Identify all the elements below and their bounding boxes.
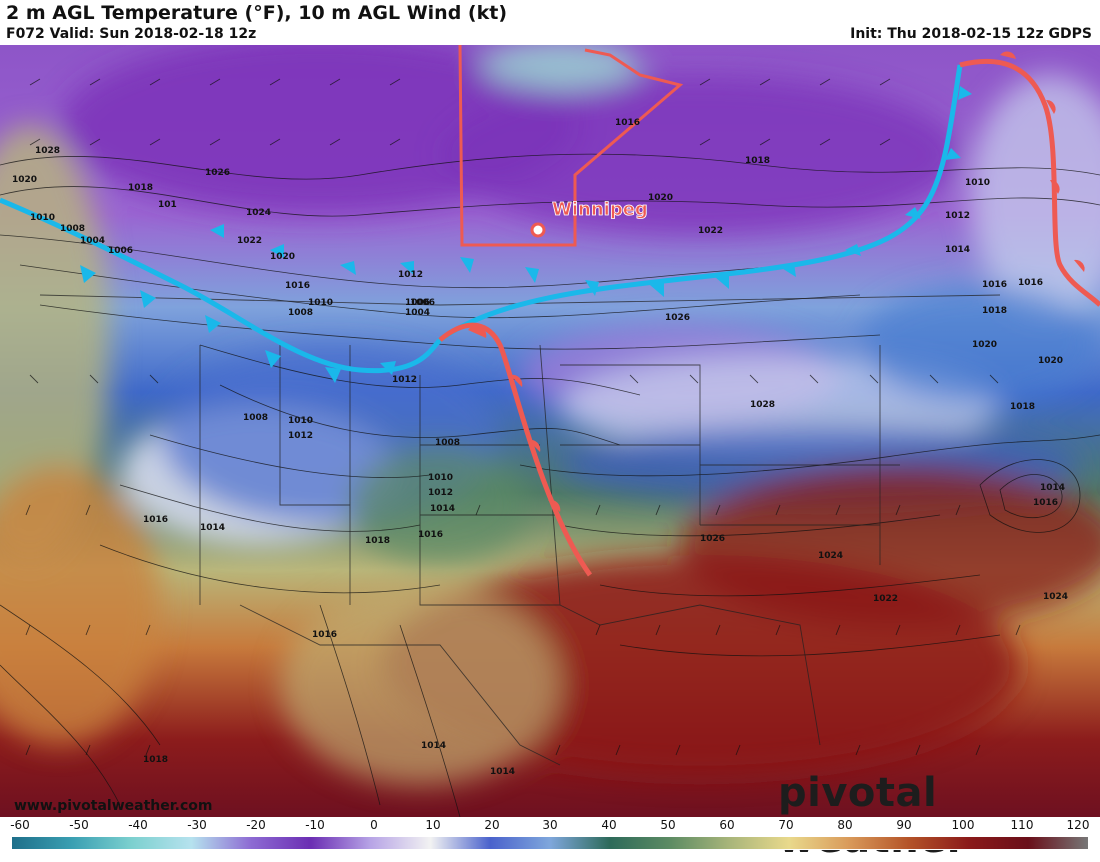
colorbar-tick: -20 [246, 818, 266, 832]
isobar-labels: 1028 1020 1010 1008 1004 1006 1018 101 1… [12, 118, 1068, 777]
isobar-label: 1012 [428, 488, 453, 498]
colorbar-tick: 30 [542, 818, 558, 832]
winnipeg-marker [530, 222, 546, 238]
isobar-label: 1014 [430, 504, 455, 514]
isobar-label: 1010 [965, 178, 990, 188]
warm-front-east [959, 51, 1100, 307]
isobar-label: 1008 [60, 224, 85, 234]
colorbar-ticks: -60 -50 -40 -30 -20 -10 0 10 20 30 40 50… [0, 817, 1100, 833]
isobar-label: 1012 [288, 431, 313, 441]
isobar-label: 1024 [818, 551, 843, 561]
colorbar-tick: 110 [1010, 818, 1034, 832]
winnipeg-label: Winnipeg [552, 199, 648, 220]
wind-barbs [25, 78, 1021, 756]
isobar-label: 1008 [435, 438, 460, 448]
isobar-label: 1020 [648, 193, 673, 203]
colorbar-tick: -10 [305, 818, 325, 832]
isobar-label: 1010 [308, 298, 333, 308]
colorbar-tick: 0 [370, 818, 378, 832]
colorbar-tick: 120 [1066, 818, 1090, 832]
isobar-label: 1016 [982, 280, 1007, 290]
isobar-label: 1004 [405, 308, 430, 318]
isobar-label: 1014 [945, 245, 970, 255]
colorbar-tick: 90 [896, 818, 912, 832]
isobar-label: 1006 [410, 298, 435, 308]
colorbar-tick: -60 [10, 818, 30, 832]
isobar-label: 1018 [745, 156, 770, 166]
isobar-label: 1026 [700, 534, 725, 544]
isobar-label: 1006 [108, 246, 133, 256]
cold-front [0, 64, 972, 383]
colorbar-tick: -40 [128, 818, 148, 832]
colorbar-tick: 70 [778, 818, 794, 832]
isobar-label: 1014 [1040, 483, 1065, 493]
isobar-label: 1010 [30, 213, 55, 223]
isobar-label: 1022 [698, 226, 723, 236]
isobar-label: 1016 [285, 281, 310, 291]
colorbar-tick: 50 [660, 818, 676, 832]
isobar-label: 1018 [128, 183, 153, 193]
isobar-label: 1016 [1018, 278, 1043, 288]
isobar-label: 1010 [428, 473, 453, 483]
isobar-label: 1018 [365, 536, 390, 546]
isobar-label: 1022 [873, 594, 898, 604]
isobar-label: 1016 [143, 515, 168, 525]
isobar-label: 1008 [243, 413, 268, 423]
isobar-label: 1026 [205, 168, 230, 178]
political-borders [39, 294, 1001, 766]
website-watermark: www.pivotalweather.com [14, 798, 213, 814]
map-title: 2 m AGL Temperature (°F), 10 m AGL Wind … [6, 2, 508, 24]
colorbar-tick: 20 [484, 818, 500, 832]
isobar-label: 1020 [12, 175, 37, 185]
isobar-label: 1024 [246, 208, 271, 218]
isobar-label: 1028 [35, 146, 60, 156]
isobar-label: 1018 [982, 306, 1007, 316]
colorbar-tick: -30 [187, 818, 207, 832]
isobar-label: 1012 [945, 211, 970, 221]
valid-time: F072 Valid: Sun 2018-02-18 12z [6, 26, 257, 42]
isobar-label: 1004 [80, 236, 105, 246]
colorbar-tick: 60 [719, 818, 735, 832]
colorbar-tick: 40 [601, 818, 617, 832]
isobar-label: 1016 [418, 530, 443, 540]
isobar-label: 1010 [288, 416, 313, 426]
isobar-label: 1020 [1038, 356, 1063, 366]
isobar-label: 1008 [288, 308, 313, 318]
isobar-label: 1016 [1033, 498, 1058, 508]
temperature-patches [0, 45, 1100, 785]
colorbar-tick: 80 [837, 818, 853, 832]
isobar-label: 1022 [237, 236, 262, 246]
isobar-label: 1028 [750, 400, 775, 410]
chart-header: 2 m AGL Temperature (°F), 10 m AGL Wind … [0, 0, 1100, 45]
weather-map: Winnipeg 1028 1020 1010 1008 1004 1006 1… [0, 45, 1100, 817]
isobar-label: 1020 [270, 252, 295, 262]
isobar-label: 1014 [421, 741, 446, 751]
colorbar-tick: 100 [951, 818, 975, 832]
isobar-label: 1014 [200, 523, 225, 533]
temperature-colorbar: -60 -50 -40 -30 -20 -10 0 10 20 30 40 50… [0, 817, 1100, 850]
isobar-label: 1012 [392, 375, 417, 385]
isobar-label: 1012 [398, 270, 423, 280]
init-time: Init: Thu 2018-02-15 12z GDPS [850, 26, 1092, 42]
isobar-label: 1016 [312, 630, 337, 640]
isobar-label: 1006 [405, 298, 430, 308]
isobar-label: 1018 [1010, 402, 1035, 412]
colorbar-tick: 10 [425, 818, 441, 832]
colorbar-gradient [12, 837, 1088, 849]
isobar-label: 1018 [143, 755, 168, 765]
colorbar-tick: -50 [69, 818, 89, 832]
warm-front-plains [438, 322, 593, 577]
isobar-label: 1014 [490, 767, 515, 777]
isobar-label: 1016 [615, 118, 640, 128]
isobar-label: 1020 [972, 340, 997, 350]
isobar-contours [0, 153, 1100, 817]
isobar-label: 1024 [1043, 592, 1068, 602]
isobar-label: 101 [158, 200, 177, 210]
isobar-label: 1026 [665, 313, 690, 323]
manitoba-border [458, 45, 684, 247]
